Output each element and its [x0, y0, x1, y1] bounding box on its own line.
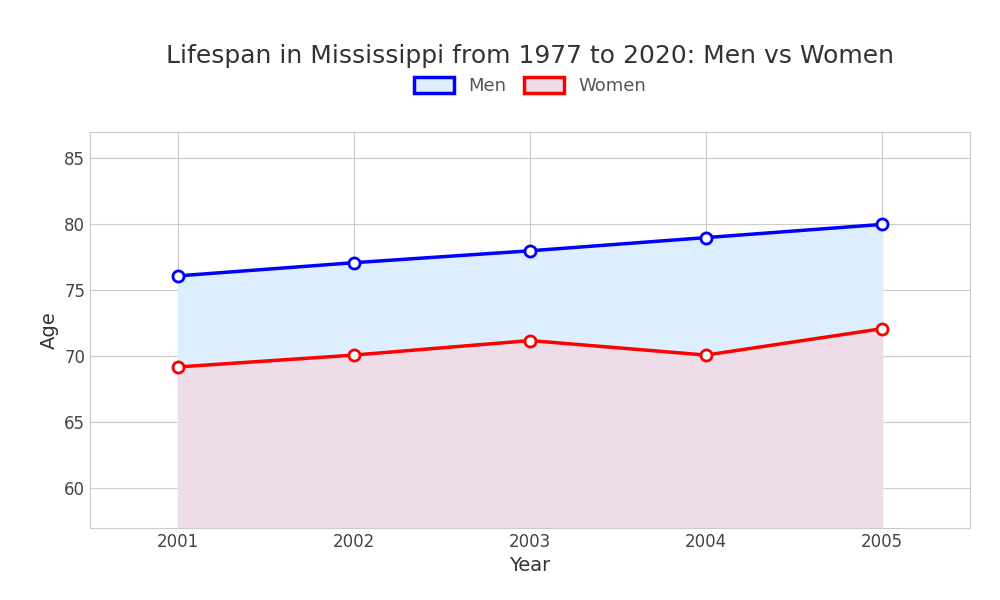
- Men: [348, 259, 360, 266]
- Y-axis label: Age: Age: [40, 311, 59, 349]
- Legend: Men, Women: Men, Women: [407, 70, 653, 103]
- Women: [172, 364, 184, 371]
- Women: [700, 352, 712, 359]
- Women: [348, 352, 360, 359]
- Men: [172, 272, 184, 280]
- Women: [524, 337, 536, 344]
- Line: Men: Men: [172, 219, 888, 281]
- Women: [876, 325, 888, 332]
- Men: [524, 247, 536, 254]
- Title: Lifespan in Mississippi from 1977 to 2020: Men vs Women: Lifespan in Mississippi from 1977 to 202…: [166, 44, 894, 68]
- X-axis label: Year: Year: [509, 556, 551, 575]
- Line: Women: Women: [172, 323, 888, 373]
- Men: [876, 221, 888, 228]
- Men: [700, 234, 712, 241]
